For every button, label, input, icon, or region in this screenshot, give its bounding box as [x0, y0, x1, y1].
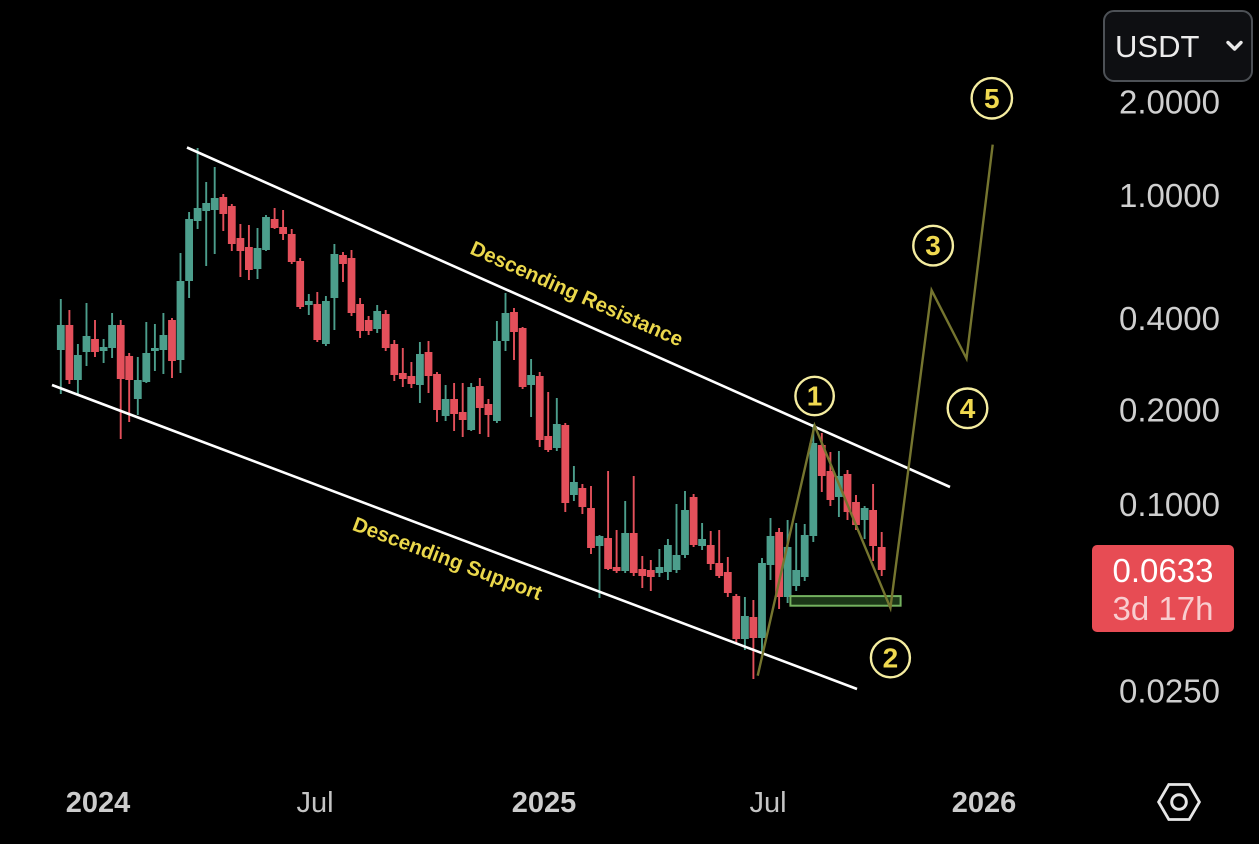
svg-text:0.2000: 0.2000: [1119, 392, 1220, 429]
svg-text:2024: 2024: [66, 787, 131, 819]
svg-text:1: 1: [807, 381, 823, 412]
svg-text:4: 4: [960, 393, 976, 424]
svg-text:2026: 2026: [952, 787, 1017, 819]
svg-text:0.0633: 0.0633: [1113, 552, 1214, 589]
svg-text:2025: 2025: [512, 787, 577, 819]
svg-text:3: 3: [925, 230, 941, 261]
svg-text:1.0000: 1.0000: [1119, 177, 1220, 214]
svg-text:2.0000: 2.0000: [1119, 84, 1220, 121]
svg-text:2: 2: [883, 642, 899, 673]
svg-text:3d 17h: 3d 17h: [1113, 590, 1214, 627]
svg-text:Jul: Jul: [749, 787, 786, 819]
svg-text:5: 5: [984, 83, 1000, 114]
svg-text:USDT: USDT: [1115, 29, 1199, 64]
svg-text:Jul: Jul: [296, 787, 333, 819]
svg-text:0.4000: 0.4000: [1119, 300, 1220, 337]
svg-text:0.1000: 0.1000: [1119, 486, 1220, 523]
svg-text:0.0250: 0.0250: [1119, 672, 1220, 709]
